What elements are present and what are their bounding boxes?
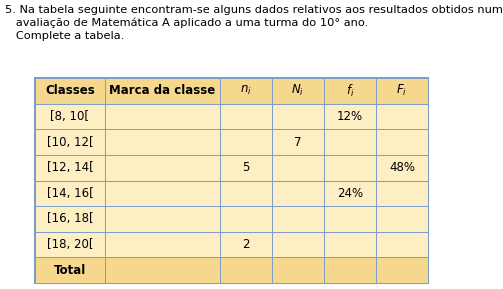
Bar bbox=[220, 257, 272, 283]
Text: Total: Total bbox=[54, 264, 86, 277]
Bar bbox=[220, 104, 272, 129]
Bar bbox=[272, 181, 324, 206]
Text: Marca da classe: Marca da classe bbox=[109, 84, 216, 97]
Bar bbox=[105, 206, 220, 232]
Bar bbox=[272, 257, 324, 283]
Bar bbox=[35, 129, 105, 155]
Text: 2: 2 bbox=[242, 238, 250, 251]
Bar bbox=[272, 155, 324, 181]
Bar bbox=[324, 155, 376, 181]
Text: avaliação de Matemática A aplicado a uma turma do 10° ano.: avaliação de Matemática A aplicado a uma… bbox=[5, 18, 368, 29]
Text: 5: 5 bbox=[242, 161, 249, 174]
Bar bbox=[376, 78, 428, 104]
Bar bbox=[324, 129, 376, 155]
Bar bbox=[272, 78, 324, 104]
Bar bbox=[35, 181, 105, 206]
Bar bbox=[272, 232, 324, 257]
Bar bbox=[220, 78, 272, 104]
Text: [18, 20[: [18, 20[ bbox=[47, 238, 93, 251]
Text: 7: 7 bbox=[294, 136, 302, 149]
Bar bbox=[376, 206, 428, 232]
Bar bbox=[324, 104, 376, 129]
Bar bbox=[105, 155, 220, 181]
Bar bbox=[376, 104, 428, 129]
Text: [16, 18[: [16, 18[ bbox=[47, 212, 94, 225]
Bar bbox=[376, 129, 428, 155]
Bar bbox=[376, 232, 428, 257]
Text: [10, 12[: [10, 12[ bbox=[47, 136, 94, 149]
Text: Complete a tabela.: Complete a tabela. bbox=[5, 31, 124, 41]
Text: $N_i$: $N_i$ bbox=[291, 83, 304, 98]
Text: [14, 16[: [14, 16[ bbox=[47, 187, 94, 200]
Bar bbox=[35, 104, 105, 129]
Text: Classes: Classes bbox=[45, 84, 95, 97]
Bar bbox=[376, 181, 428, 206]
Bar bbox=[105, 257, 220, 283]
Bar bbox=[105, 104, 220, 129]
Text: 5. Na tabela seguinte encontram-se alguns dados relativos aos resultados obtidos: 5. Na tabela seguinte encontram-se algun… bbox=[5, 5, 503, 15]
Bar bbox=[376, 155, 428, 181]
Text: 24%: 24% bbox=[337, 187, 363, 200]
Bar bbox=[35, 232, 105, 257]
Bar bbox=[324, 181, 376, 206]
Bar bbox=[220, 155, 272, 181]
Text: [12, 14[: [12, 14[ bbox=[47, 161, 94, 174]
Bar bbox=[105, 78, 220, 104]
Text: $n_i$: $n_i$ bbox=[240, 84, 252, 97]
Bar bbox=[324, 206, 376, 232]
Bar bbox=[272, 206, 324, 232]
Bar bbox=[35, 78, 428, 283]
Bar bbox=[35, 155, 105, 181]
Bar bbox=[220, 129, 272, 155]
Bar bbox=[272, 104, 324, 129]
Bar bbox=[105, 232, 220, 257]
Text: $F_i$: $F_i$ bbox=[396, 83, 407, 98]
Bar bbox=[220, 232, 272, 257]
Bar bbox=[35, 206, 105, 232]
Text: 12%: 12% bbox=[337, 110, 363, 123]
Bar bbox=[105, 181, 220, 206]
Bar bbox=[35, 78, 105, 104]
Bar bbox=[220, 206, 272, 232]
Bar bbox=[324, 257, 376, 283]
Bar bbox=[220, 181, 272, 206]
Text: 48%: 48% bbox=[389, 161, 415, 174]
Bar bbox=[324, 78, 376, 104]
Bar bbox=[105, 129, 220, 155]
Text: [8, 10[: [8, 10[ bbox=[50, 110, 90, 123]
Text: $f_i$: $f_i$ bbox=[346, 83, 354, 99]
Bar bbox=[272, 129, 324, 155]
Bar bbox=[376, 257, 428, 283]
Bar bbox=[35, 257, 105, 283]
Bar bbox=[324, 232, 376, 257]
